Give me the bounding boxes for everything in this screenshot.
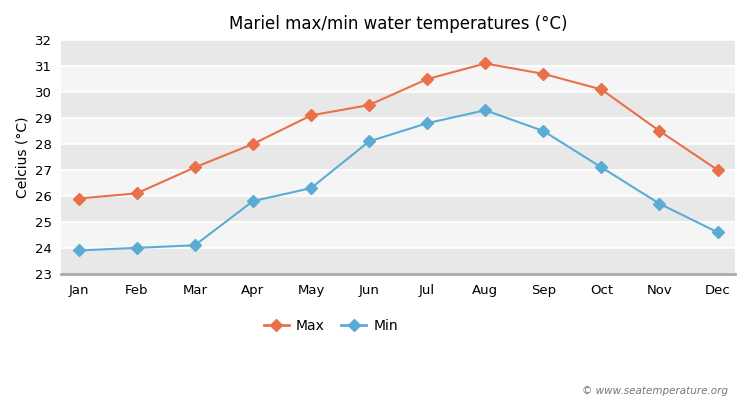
Bar bbox=[62, 92, 735, 118]
Bar bbox=[62, 118, 735, 144]
Max bbox=[655, 128, 664, 133]
Max bbox=[132, 191, 141, 196]
Min bbox=[538, 128, 548, 133]
Line: Min: Min bbox=[74, 106, 722, 255]
Bar bbox=[62, 222, 735, 248]
Max bbox=[423, 77, 432, 82]
Min bbox=[190, 243, 200, 248]
Min bbox=[713, 230, 722, 235]
Text: © www.seatemperature.org: © www.seatemperature.org bbox=[581, 386, 728, 396]
Max bbox=[481, 61, 490, 66]
Min bbox=[364, 139, 374, 144]
Bar bbox=[62, 170, 735, 196]
Max bbox=[597, 87, 606, 92]
Legend: Max, Min: Max, Min bbox=[258, 314, 404, 338]
Max bbox=[307, 113, 316, 118]
Min bbox=[74, 248, 83, 253]
Max bbox=[248, 142, 257, 146]
Bar bbox=[62, 248, 735, 274]
Min bbox=[597, 165, 606, 170]
Y-axis label: Celcius (°C): Celcius (°C) bbox=[15, 116, 29, 198]
Max bbox=[74, 196, 83, 201]
Max bbox=[538, 72, 548, 76]
Min bbox=[132, 246, 141, 250]
Max bbox=[190, 165, 200, 170]
Bar bbox=[62, 196, 735, 222]
Title: Mariel max/min water temperatures (°C): Mariel max/min water temperatures (°C) bbox=[229, 15, 568, 33]
Min bbox=[655, 201, 664, 206]
Min bbox=[481, 108, 490, 113]
Min bbox=[307, 186, 316, 190]
Min bbox=[248, 199, 257, 204]
Max bbox=[713, 168, 722, 172]
Bar bbox=[62, 66, 735, 92]
Min bbox=[423, 121, 432, 126]
Line: Max: Max bbox=[74, 59, 722, 203]
Bar bbox=[62, 40, 735, 66]
Max bbox=[364, 103, 374, 108]
Bar bbox=[62, 144, 735, 170]
